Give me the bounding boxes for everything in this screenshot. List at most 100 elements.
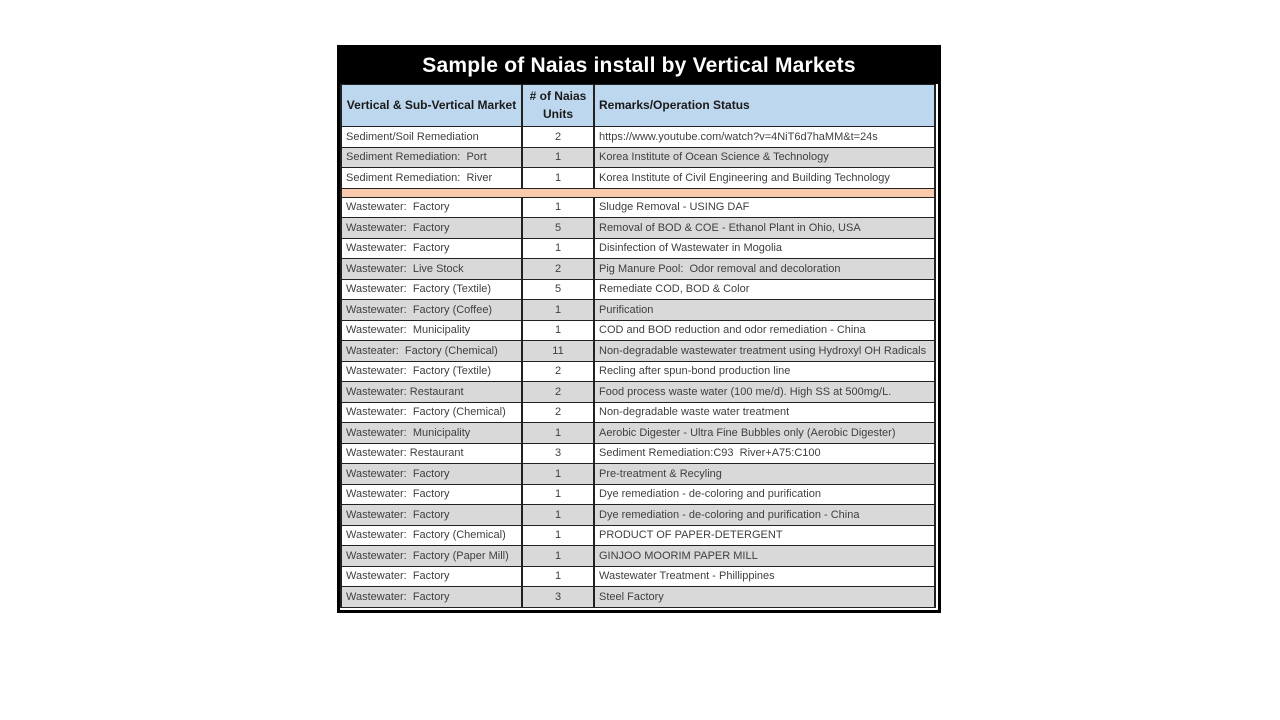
units-cell: 5 [521, 278, 595, 300]
table-row: Wastewater: Factory 1 Sludge Removal - USI… [340, 196, 936, 218]
market-cell: Sediment Remediation: Port [340, 146, 523, 168]
table-row: Wastewater: Factory (Chemical) 2 Non-degra… [340, 401, 936, 423]
table-row: Wastewater: Factory (Textile) 2 Recling af… [340, 360, 936, 382]
remarks-cell: Food process waste water (100 me/d). Hig… [593, 381, 936, 403]
market-cell: Wastewater: Factory (Coffee) [340, 299, 523, 321]
vertical-markets-table: Sample of Naias install by Vertical Mark… [337, 45, 941, 613]
remarks-cell: Purification [593, 299, 936, 321]
table-row: Wastewater: Factory 1 Disinfection of Wast… [340, 237, 936, 259]
remarks-cell: Wastewater Treatment - Phillippines [593, 565, 936, 587]
column-header-market: Vertical & Sub-Vertical Market [340, 84, 523, 127]
units-cell: 2 [521, 381, 595, 403]
units-cell: 1 [521, 237, 595, 259]
table-grid-area: Vertical & Sub-Vertical Market # of Naia… [340, 84, 938, 610]
units-cell: 1 [521, 463, 595, 485]
table-row: Sediment/Soil Remediation 2 https://www.yo… [340, 126, 936, 148]
table-row: Wastewater: Factory 5 Removal of BOD & COE… [340, 217, 936, 239]
remarks-cell: COD and BOD reduction and odor remediati… [593, 319, 936, 341]
table-row: Wastewater: Factory 1 Dye remediation - de… [340, 504, 936, 526]
units-cell: 1 [521, 504, 595, 526]
remarks-cell: Dye remediation - de-coloring and purifi… [593, 483, 936, 505]
market-cell: Wastewater: Restaurant [340, 381, 523, 403]
remarks-cell: Korea Institute of Ocean Science & Techn… [593, 146, 936, 168]
table-row: Wastewater: Factory (Coffee) 1 Purificatio… [340, 299, 936, 321]
separator-cell [340, 187, 936, 198]
table-title: Sample of Naias install by Vertical Mark… [340, 48, 938, 84]
market-cell: Sediment Remediation: River [340, 167, 523, 189]
units-cell: 1 [521, 167, 595, 189]
units-cell: 1 [521, 422, 595, 444]
table-row: Wastewater: Factory 1 Pre-treatment & Recy… [340, 463, 936, 485]
market-cell: Wastewater: Restaurant [340, 442, 523, 464]
remarks-cell: Non-degradable wastewater treatment usin… [593, 340, 936, 362]
units-cell: 1 [521, 319, 595, 341]
units-cell: 5 [521, 217, 595, 239]
table-row: Wastewater: Restaurant 2 Food process wast… [340, 381, 936, 403]
remarks-cell: Aerobic Digester - Ultra Fine Bubbles on… [593, 422, 936, 444]
market-cell: Wastewater: Factory [340, 196, 523, 218]
units-cell: 11 [521, 340, 595, 362]
remarks-cell: PRODUCT OF PAPER-DETERGENT [593, 524, 936, 546]
table-row: Wastewater: Factory (Chemical) 1 PRODUCT O… [340, 524, 936, 546]
table-row: Wastewater: Municipality 1 Aerobic Digeste… [340, 422, 936, 444]
units-cell: 1 [521, 146, 595, 168]
market-cell: Wastewater: Factory [340, 565, 523, 587]
remarks-cell: Korea Institute of Civil Engineering and… [593, 167, 936, 189]
table-body: Sediment/Soil Remediation 2 https://www.yo… [340, 126, 936, 608]
header-row: Vertical & Sub-Vertical Market # of Naia… [340, 84, 936, 127]
remarks-cell: Sludge Removal - USING DAF [593, 196, 936, 218]
remarks-cell: Disinfection of Wastewater in Mogolia [593, 237, 936, 259]
remarks-cell: Dye remediation - de-coloring and purifi… [593, 504, 936, 526]
market-cell: Wasteater: Factory (Chemical) [340, 340, 523, 362]
units-cell: 1 [521, 196, 595, 218]
table-row: Wastewater: Factory 1 Wastewater Treatment… [340, 565, 936, 587]
table-row: Wastewater: Restaurant 3 Sediment Remediat… [340, 442, 936, 464]
units-cell: 1 [521, 524, 595, 546]
column-header-remarks: Remarks/Operation Status [593, 84, 936, 127]
table-row: Wastewater: Municipality 1 COD and BOD red… [340, 319, 936, 341]
market-cell: Wastewater: Municipality [340, 319, 523, 341]
market-cell: Wastewater: Factory (Textile) [340, 278, 523, 300]
units-cell: 2 [521, 258, 595, 280]
table-row: Wastewater: Factory 3 Steel Factory [340, 586, 936, 608]
market-cell: Wastewater: Factory (Chemical) [340, 524, 523, 546]
remarks-cell: GINJOO MOORIM PAPER MILL [593, 545, 936, 567]
table-row: Wastewater: Factory 1 Dye remediation - de… [340, 483, 936, 505]
market-cell: Wastewater: Factory [340, 483, 523, 505]
units-cell: 3 [521, 442, 595, 464]
remarks-cell: Non-degradable waste water treatment [593, 401, 936, 423]
table-row: Sediment Remediation: River 1 Korea Instit… [340, 167, 936, 189]
remarks-cell: Sediment Remediation:C93 River+A75:C100 [593, 442, 936, 464]
table-row: Wasteater: Factory (Chemical) 11 Non-degra… [340, 340, 936, 362]
remarks-cell: Steel Factory [593, 586, 936, 608]
remarks-cell: https://www.youtube.com/watch?v=4NiT6d7h… [593, 126, 936, 148]
market-cell: Wastewater: Factory [340, 463, 523, 485]
market-cell: Sediment/Soil Remediation [340, 126, 523, 148]
market-cell: Wastewater: Factory [340, 586, 523, 608]
market-cell: Wastewater: Factory (Paper Mill) [340, 545, 523, 567]
remarks-cell: Remediate COD, BOD & Color [593, 278, 936, 300]
units-cell: 2 [521, 360, 595, 382]
market-cell: Wastewater: Live Stock [340, 258, 523, 280]
market-cell: Wastewater: Factory [340, 217, 523, 239]
remarks-cell: Pre-treatment & Recyling [593, 463, 936, 485]
units-cell: 1 [521, 483, 595, 505]
separator-row [340, 187, 936, 198]
market-cell: Wastewater: Factory [340, 504, 523, 526]
units-cell: 1 [521, 565, 595, 587]
table-row: Sediment Remediation: Port 1 Korea Institu… [340, 146, 936, 168]
market-cell: Wastewater: Factory (Chemical) [340, 401, 523, 423]
units-cell: 2 [521, 401, 595, 423]
units-cell: 1 [521, 545, 595, 567]
table-row: Wastewater: Factory (Textile) 5 Remediate … [340, 278, 936, 300]
table-row: Wastewater: Live Stock 2 Pig Manure Pool: … [340, 258, 936, 280]
units-cell: 1 [521, 299, 595, 321]
units-cell: 2 [521, 126, 595, 148]
remarks-cell: Recling after spun-bond production line [593, 360, 936, 382]
market-cell: Wastewater: Municipality [340, 422, 523, 444]
remarks-cell: Pig Manure Pool: Odor removal and decolo… [593, 258, 936, 280]
table-row: Wastewater: Factory (Paper Mill) 1 GINJOO … [340, 545, 936, 567]
units-cell: 3 [521, 586, 595, 608]
market-cell: Wastewater: Factory [340, 237, 523, 259]
remarks-cell: Removal of BOD & COE - Ethanol Plant in … [593, 217, 936, 239]
